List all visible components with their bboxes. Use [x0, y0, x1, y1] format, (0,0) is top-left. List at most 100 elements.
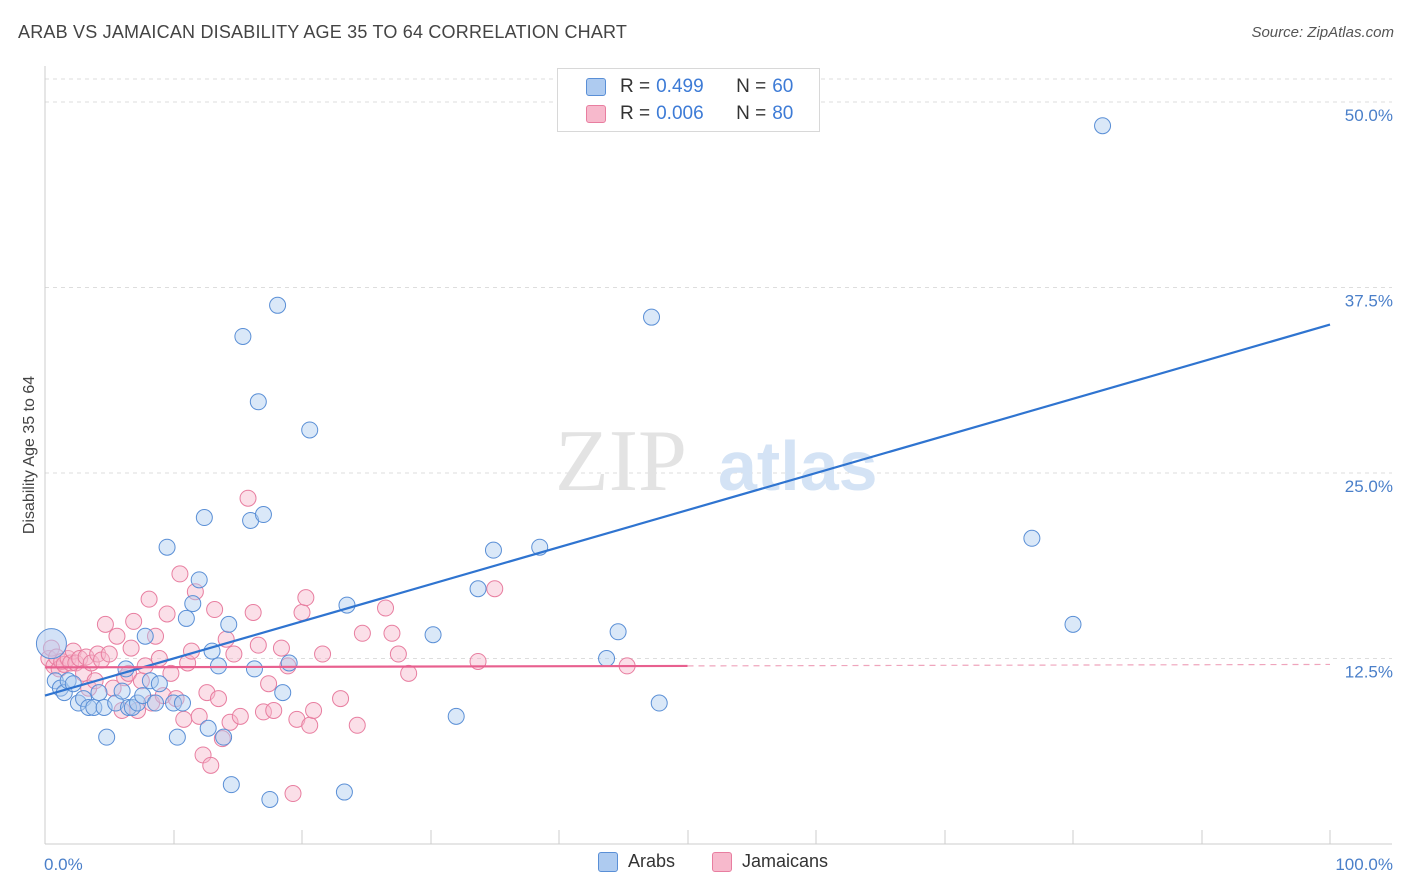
arabs-point	[598, 650, 616, 667]
arabs-point	[643, 308, 661, 326]
arabs-points	[35, 117, 1112, 808]
jamaicans-swatch	[712, 851, 732, 872]
arabs-point	[254, 506, 272, 524]
jamaicans-point	[129, 701, 147, 719]
jamaicans-point	[202, 756, 220, 774]
arabs-point	[609, 623, 627, 641]
arabs-point	[261, 790, 279, 808]
jamaicans-point	[96, 615, 114, 633]
arabs-point	[173, 694, 191, 712]
arabs-point	[274, 684, 292, 702]
arabs-point	[195, 509, 213, 527]
y-tick-label: 37.5%	[1345, 292, 1393, 311]
r-value: 0.006	[656, 103, 704, 124]
arabs-point	[484, 541, 502, 559]
jamaicans-point	[125, 612, 143, 630]
arabs-point	[469, 580, 487, 598]
chart-title: ARAB VS JAMAICAN DISABILITY AGE 35 TO 64…	[18, 22, 628, 42]
jamaicans-point	[249, 636, 267, 654]
jamaicans-point	[158, 605, 176, 623]
arabs-point	[1023, 529, 1041, 547]
y-tick-label: 50.0%	[1345, 106, 1393, 125]
correlation-legend: R = 0.499 N = 60 R = 0.006 N = 80	[557, 68, 820, 132]
arabs-point	[1064, 615, 1082, 633]
n-value: 80	[772, 103, 794, 124]
n-value: 60	[772, 76, 794, 97]
arabs-point	[141, 672, 159, 690]
jamaicans-point	[332, 690, 350, 708]
series-legend: Arabs Jamaicans	[0, 851, 1406, 877]
arabs-point	[168, 728, 186, 746]
jamaicans-point	[377, 599, 395, 617]
n-label: N =	[736, 103, 767, 124]
jamaicans-point	[190, 707, 208, 725]
arabs-point	[280, 654, 298, 672]
y-tick-label: 25.0%	[1345, 477, 1393, 496]
source-label: Source: ZipAtlas.com	[1251, 24, 1394, 41]
arabs-point	[249, 393, 267, 411]
jamaicans-point	[297, 589, 315, 607]
arabs-point	[650, 694, 668, 712]
arabs-trend-line	[44, 323, 1331, 697]
n-label: N =	[736, 76, 767, 97]
jamaicans-point	[293, 603, 311, 621]
jamaicans-point	[260, 675, 278, 693]
jamaicans-point	[383, 624, 401, 642]
jamaicans-point	[171, 565, 189, 583]
jamaicans-point	[231, 707, 249, 725]
arabs-point	[1094, 117, 1112, 135]
r-value: 0.499	[656, 76, 704, 97]
watermark: ZIP atlas	[555, 413, 878, 510]
arabs-point	[113, 682, 131, 700]
jamaicans-point	[353, 624, 371, 642]
arabs-point	[301, 421, 319, 439]
arabs-point	[150, 675, 168, 693]
jamaicans-point	[225, 645, 243, 663]
arabs-point	[35, 628, 67, 660]
arabs-point	[222, 776, 240, 794]
jamaicans-point	[162, 664, 180, 682]
jamaicans-point	[305, 701, 323, 719]
jamaicans-point	[175, 710, 193, 728]
arabs-point	[215, 728, 233, 746]
legend-item-jamaicans[interactable]: Jamaicans	[712, 851, 828, 872]
arabs-point	[220, 615, 238, 633]
jamaicans-trend-extension	[687, 663, 1331, 667]
jamaicans-point	[140, 590, 158, 608]
x-tick-label: 0.0%	[44, 855, 83, 874]
x-tick-labels: 0.0% 100.0%	[44, 855, 1393, 874]
jamaicans-point	[221, 713, 239, 731]
arabs-point	[177, 609, 195, 627]
legend-item-arabs[interactable]: Arabs	[598, 851, 675, 872]
jamaicans-trend-line	[44, 664, 688, 669]
jamaicans-point	[389, 645, 407, 663]
arabs-point	[335, 783, 353, 801]
jamaicans-swatch	[586, 105, 606, 123]
trend-lines	[44, 323, 1331, 697]
arabs-point	[158, 538, 176, 556]
arabs-point	[147, 694, 165, 712]
watermark-zip: ZIP	[555, 413, 687, 510]
r-label: R =	[620, 76, 651, 97]
axes	[44, 66, 1392, 845]
arabs-point	[424, 626, 442, 644]
jamaicans-point	[272, 639, 290, 657]
y-tick-label: 12.5%	[1345, 663, 1393, 682]
legend-row-arabs: R = 0.499 N = 60	[586, 75, 793, 99]
arabs-point	[234, 327, 252, 345]
arabs-point	[165, 694, 182, 712]
arabs-point	[69, 694, 87, 712]
legend-row-jamaicans: R = 0.006 N = 80	[586, 102, 793, 126]
arabs-point	[199, 719, 217, 737]
jamaicans-point	[244, 603, 262, 621]
arabs-point	[134, 687, 152, 705]
y-tick-labels: 12.5% 25.0% 37.5% 50.0%	[1345, 106, 1393, 682]
jamaicans-point	[122, 639, 140, 657]
jamaicans-point	[265, 701, 283, 719]
jamaicans-point	[284, 785, 302, 803]
arabs-point	[190, 571, 208, 589]
arabs-point	[447, 707, 465, 725]
jamaicans-point	[206, 601, 224, 619]
x-tick-label: 100.0%	[1335, 855, 1393, 874]
